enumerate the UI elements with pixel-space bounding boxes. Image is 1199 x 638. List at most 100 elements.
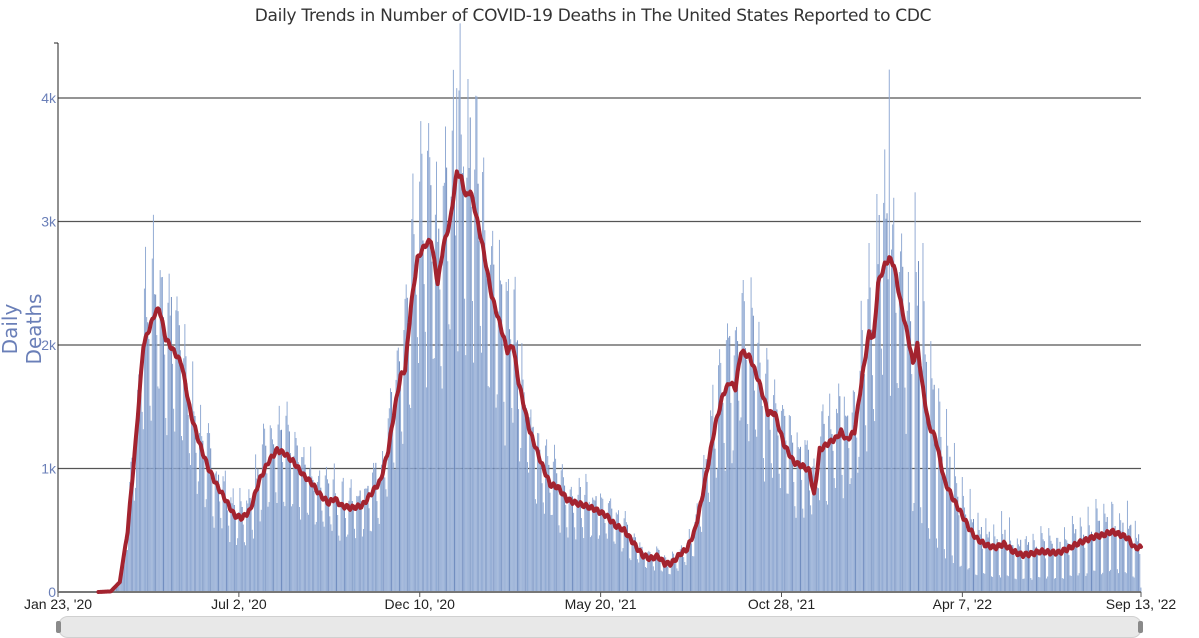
- daily-bar: [955, 476, 956, 592]
- daily-bar: [526, 408, 527, 592]
- daily-bar: [776, 409, 777, 592]
- daily-bar: [614, 541, 615, 592]
- daily-bar: [1109, 571, 1110, 592]
- daily-bar: [196, 453, 197, 592]
- daily-bar: [1093, 571, 1094, 592]
- daily-bar: [743, 280, 744, 592]
- daily-bar: [554, 445, 555, 592]
- daily-bar: [206, 499, 207, 592]
- daily-bar: [798, 447, 799, 592]
- daily-bar: [1043, 539, 1044, 592]
- daily-bar: [148, 339, 149, 592]
- daily-bar: [292, 504, 293, 592]
- daily-bar: [594, 501, 595, 592]
- daily-bar: [346, 537, 347, 592]
- daily-bar: [1113, 529, 1114, 592]
- daily-bar: [555, 459, 556, 592]
- daily-bar: [573, 513, 574, 592]
- daily-bar: [503, 402, 504, 592]
- daily-bar: [1069, 555, 1070, 592]
- daily-bar: [261, 510, 262, 592]
- daily-bar: [1094, 571, 1095, 592]
- daily-bar: [823, 404, 824, 592]
- daily-bar: [607, 539, 608, 592]
- daily-bar: [277, 503, 278, 592]
- daily-bar: [751, 277, 752, 592]
- daily-bar: [590, 537, 591, 592]
- daily-bar: [371, 531, 372, 592]
- daily-bar: [243, 525, 244, 592]
- daily-bar: [935, 439, 936, 592]
- daily-bar: [1058, 550, 1059, 592]
- daily-bar: [141, 394, 142, 592]
- daily-bar: [165, 418, 166, 592]
- daily-bar: [570, 489, 571, 592]
- daily-bar: [166, 435, 167, 592]
- x-tick-label: May 20, '21: [565, 596, 637, 612]
- y-tick-label: 3k: [41, 214, 57, 230]
- daily-bar: [725, 471, 726, 592]
- daily-bar: [889, 70, 890, 592]
- daily-bar: [145, 247, 146, 592]
- daily-bar: [775, 403, 776, 592]
- daily-bar: [534, 449, 535, 592]
- daily-bar: [214, 528, 215, 592]
- daily-bar: [954, 443, 955, 592]
- daily-bar: [189, 453, 190, 592]
- daily-bar: [1034, 540, 1035, 592]
- daily-bar: [333, 479, 334, 592]
- daily-bar: [560, 533, 561, 592]
- daily-bar: [260, 521, 261, 592]
- daily-bar: [726, 340, 727, 592]
- daily-bar: [947, 446, 948, 592]
- daily-bar: [744, 301, 745, 592]
- daily-bar: [708, 493, 709, 592]
- daily-bar: [255, 454, 256, 592]
- daily-bar: [1076, 543, 1077, 592]
- daily-bar: [772, 478, 773, 592]
- daily-bar: [1070, 575, 1071, 592]
- daily-bar: [662, 571, 663, 592]
- daily-bar: [272, 439, 273, 592]
- daily-bar: [195, 416, 196, 592]
- daily-bar: [967, 569, 968, 592]
- daily-bar: [451, 197, 452, 592]
- daily-bar: [424, 284, 425, 592]
- daily-bar: [890, 396, 891, 592]
- daily-bar: [332, 531, 333, 592]
- daily-bar: [945, 558, 946, 592]
- daily-bar: [294, 432, 295, 592]
- daily-bar: [803, 518, 804, 592]
- daily-bar: [788, 494, 789, 592]
- daily-bar: [441, 366, 442, 592]
- daily-bar: [807, 440, 808, 592]
- daily-bar: [660, 560, 661, 592]
- daily-bar: [919, 362, 920, 592]
- daily-bar: [321, 511, 322, 592]
- daily-bar: [927, 421, 928, 592]
- daily-bar: [939, 402, 940, 592]
- daily-bar: [1072, 516, 1073, 592]
- navigator-left-handle[interactable]: [56, 621, 61, 633]
- daily-bar: [1048, 528, 1049, 592]
- daily-bar: [944, 549, 945, 592]
- daily-bar: [742, 293, 743, 592]
- daily-bar: [262, 444, 263, 592]
- daily-bar: [1126, 573, 1127, 592]
- daily-bar: [521, 343, 522, 592]
- daily-bar: [229, 542, 230, 592]
- daily-bar: [884, 149, 885, 592]
- range-navigator-track[interactable]: [58, 616, 1142, 638]
- daily-bar: [1033, 534, 1034, 592]
- daily-bar: [826, 501, 827, 592]
- navigator-right-handle[interactable]: [1138, 621, 1143, 633]
- y-tick-label: 4k: [41, 90, 57, 106]
- daily-bar: [1125, 572, 1126, 592]
- daily-bar: [1116, 534, 1117, 592]
- daily-bar: [187, 383, 188, 592]
- daily-bar: [946, 409, 947, 592]
- daily-bar: [817, 487, 818, 592]
- daily-bar: [718, 365, 719, 592]
- daily-bar: [1078, 575, 1079, 592]
- daily-bar: [312, 480, 313, 592]
